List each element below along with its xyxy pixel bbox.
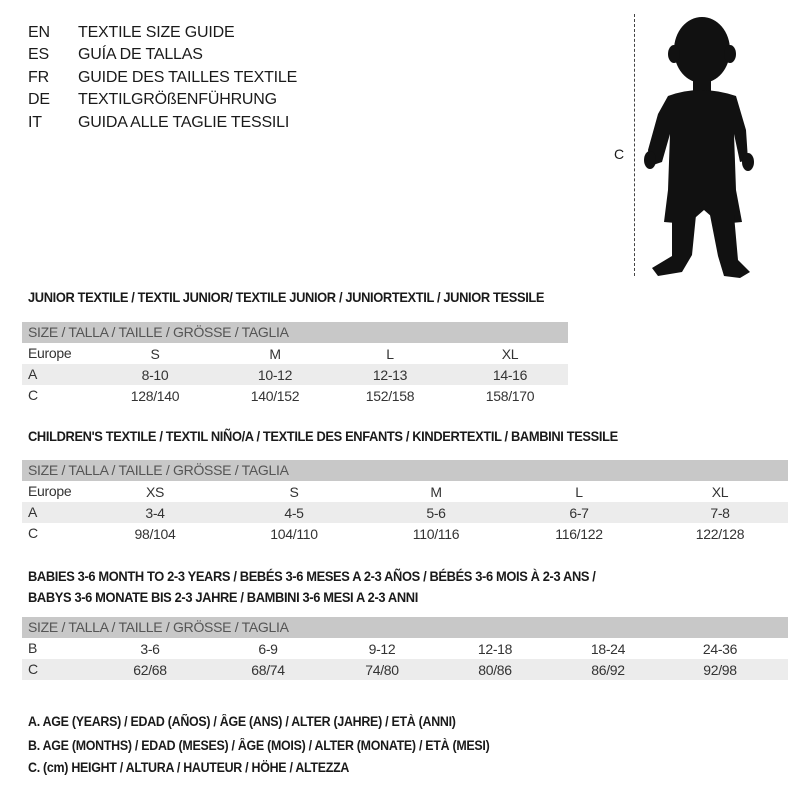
cell: 7-8	[710, 505, 730, 521]
cell: 6-9	[258, 641, 278, 657]
cell: 158/170	[485, 388, 535, 404]
cell: 10-12	[257, 367, 293, 383]
legend-c: C. (cm) HEIGHT / ALTURA / HAUTEUR / HÖHE…	[28, 760, 350, 775]
cell: 14-16	[492, 367, 528, 383]
lang-title: GUIDE DES TAILLES TEXTILE	[78, 69, 298, 86]
cell: 140/152	[250, 388, 300, 404]
lang-title: TEXTILGRÖßENFÜHRUNG	[78, 91, 277, 108]
table-row: B 3-6 6-9 9-12 12-18 18-24 24-36	[22, 638, 788, 659]
cell: M	[269, 346, 281, 362]
babies-heading-line2: BABYS 3-6 MONATE BIS 2-3 JAHRE / BAMBINI…	[28, 589, 418, 605]
cell: 4-5	[284, 505, 304, 521]
size-header: SIZE / TALLA / TAILLE / GRÖSSE / TAGLIA	[28, 619, 289, 635]
cell: 80/86	[478, 662, 512, 678]
table-row: A 3-4 4-5 5-6 6-7 7-8	[22, 502, 788, 523]
cell: 86/92	[591, 662, 625, 678]
table-row: Europe S M L XL	[22, 343, 568, 364]
babies-size-table: SIZE / TALLA / TAILLE / GRÖSSE / TAGLIA …	[22, 617, 788, 680]
table-row: A 8-10 10-12 12-13 14-16	[22, 364, 568, 385]
cell: 3-4	[145, 505, 165, 521]
cell: 110/116	[412, 526, 460, 542]
babies-heading-line1: BABIES 3-6 MONTH TO 2-3 YEARS / BEBÉS 3-…	[28, 568, 596, 584]
table-header: SIZE / TALLA / TAILLE / GRÖSSE / TAGLIA	[22, 460, 788, 481]
junior-size-table: SIZE / TALLA / TAILLE / GRÖSSE / TAGLIA …	[22, 322, 568, 406]
lang-title: TEXTILE SIZE GUIDE	[78, 24, 235, 41]
table-row: C 62/68 68/74 74/80 80/86 86/92 92/98	[22, 659, 788, 680]
lang-de: DE TEXTILGRÖßENFÜHRUNG	[28, 91, 277, 109]
cell: 128/140	[130, 388, 180, 404]
row-label: B	[28, 640, 38, 656]
lang-title: GUIDA ALLE TAGLIE TESSILI	[78, 114, 290, 131]
lang-en: EN TEXTILE SIZE GUIDE	[28, 24, 235, 42]
row-label: A	[28, 366, 38, 382]
cell: 92/98	[703, 662, 737, 678]
table-row: C 128/140 140/152 152/158 158/170	[22, 385, 568, 406]
legend-a: A. AGE (YEARS) / EDAD (AÑOS) / ÂGE (ANS)…	[28, 714, 456, 729]
cell: M	[430, 484, 442, 500]
row-label: C	[28, 387, 38, 403]
height-dashed-line	[634, 14, 635, 276]
row-label: C	[28, 525, 38, 541]
cell: 12-18	[477, 641, 513, 657]
table-row: Europe XS S M L XL	[22, 481, 788, 502]
child-figure: C	[600, 10, 800, 285]
cell: 24-36	[702, 641, 738, 657]
junior-heading: JUNIOR TEXTILE / TEXTIL JUNIOR/ TEXTILE …	[28, 289, 545, 305]
cell: 68/74	[251, 662, 285, 678]
cell: 3-6	[140, 641, 160, 657]
cell: 116/122	[555, 526, 603, 542]
cell: 74/80	[365, 662, 399, 678]
cell: 122/128	[695, 526, 745, 542]
height-label: C	[614, 146, 625, 162]
cell: 98/104	[134, 526, 176, 542]
cell: 18-24	[590, 641, 626, 657]
table-header: SIZE / TALLA / TAILLE / GRÖSSE / TAGLIA	[22, 322, 568, 343]
cell: XS	[145, 484, 165, 500]
table-row: C 98/104 104/110 110/116 116/122 122/128	[22, 523, 788, 544]
lang-es: ES GUÍA DE TALLAS	[28, 46, 203, 64]
child-silhouette-icon	[644, 17, 754, 278]
cell: L	[386, 346, 394, 362]
cell: XL	[711, 484, 729, 500]
size-header: SIZE / TALLA / TAILLE / GRÖSSE / TAGLIA	[28, 462, 289, 478]
cell: 62/68	[133, 662, 167, 678]
cell: 12-13	[372, 367, 408, 383]
children-heading: CHILDREN'S TEXTILE / TEXTIL NIÑO/A / TEX…	[28, 428, 618, 444]
lang-fr: FR GUIDE DES TAILLES TEXTILE	[28, 69, 297, 87]
lang-code: FR	[28, 69, 49, 86]
row-label: Europe	[28, 345, 72, 361]
lang-it: IT GUIDA ALLE TAGLIE TESSILI	[28, 114, 289, 132]
cell: 5-6	[426, 505, 446, 521]
cell: S	[289, 484, 299, 500]
row-label: C	[28, 661, 38, 677]
lang-code: ES	[28, 46, 49, 63]
lang-code: DE	[28, 91, 50, 108]
lang-title: GUÍA DE TALLAS	[78, 46, 203, 63]
row-label: A	[28, 504, 38, 520]
cell: S	[150, 346, 160, 362]
size-header: SIZE / TALLA / TAILLE / GRÖSSE / TAGLIA	[28, 324, 289, 340]
table-header: SIZE / TALLA / TAILLE / GRÖSSE / TAGLIA	[22, 617, 788, 638]
cell: L	[575, 484, 583, 500]
legend-b: B. AGE (MONTHS) / EDAD (MESES) / ÂGE (MO…	[28, 738, 490, 753]
cell: XL	[501, 346, 519, 362]
cell: 152/158	[365, 388, 415, 404]
children-size-table: SIZE / TALLA / TAILLE / GRÖSSE / TAGLIA …	[22, 460, 788, 544]
lang-code: EN	[28, 24, 50, 41]
cell: 9-12	[368, 641, 396, 657]
row-label: Europe	[28, 483, 72, 499]
lang-code: IT	[28, 114, 42, 131]
cell: 8-10	[141, 367, 169, 383]
cell: 6-7	[569, 505, 589, 521]
cell: 104/110	[270, 526, 318, 542]
